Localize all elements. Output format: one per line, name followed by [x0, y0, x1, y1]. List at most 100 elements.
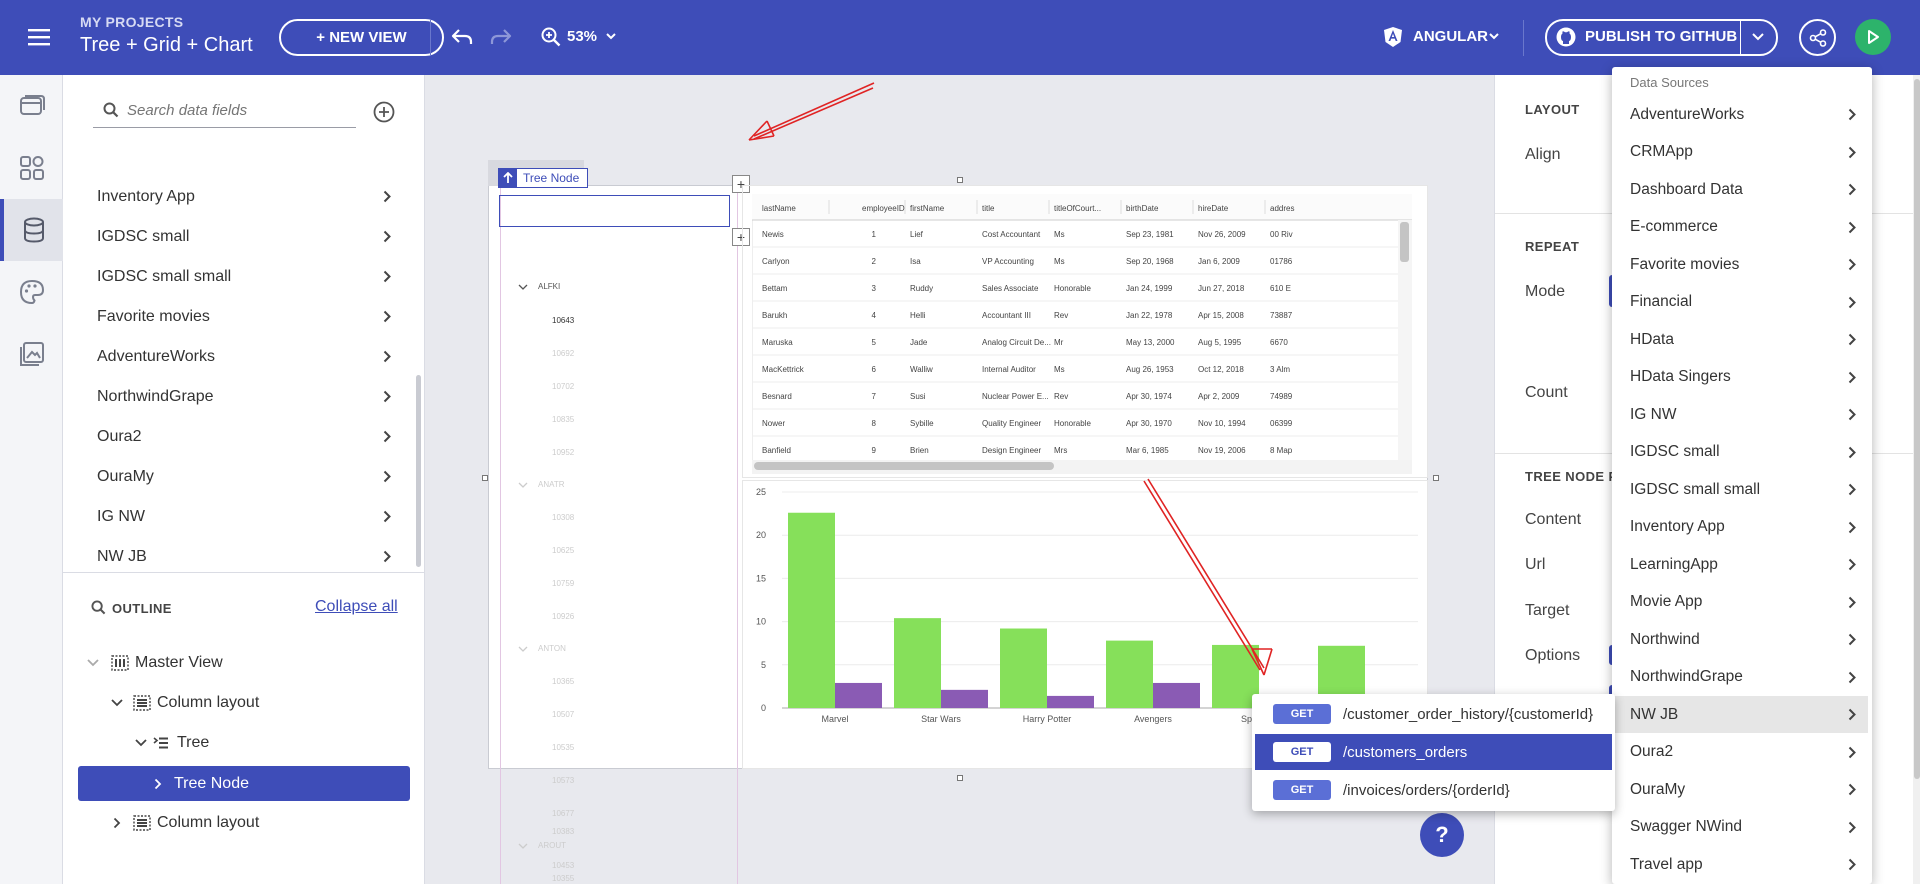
- collapse-all-link[interactable]: Collapse all: [315, 598, 398, 615]
- grid-horizontal-scrollbar[interactable]: [754, 462, 1054, 470]
- grid-cell[interactable]: Sep 20, 1968: [1126, 257, 1174, 266]
- grid-cell[interactable]: Honorable: [1054, 284, 1091, 293]
- tree-node-child[interactable]: 10355: [552, 874, 575, 883]
- grid-cell[interactable]: 5: [872, 338, 877, 347]
- grid-cell[interactable]: Cost Accountant: [982, 230, 1041, 239]
- tree-node-child[interactable]: 10835: [552, 415, 575, 424]
- grid-cell[interactable]: Ms: [1054, 365, 1065, 374]
- data-source-menu-item[interactable]: CRMApp: [1612, 134, 1868, 171]
- grid-cell[interactable]: Ruddy: [910, 284, 933, 293]
- share-button[interactable]: [1799, 19, 1836, 56]
- grid-cell[interactable]: Maruska: [762, 338, 793, 347]
- outline-item-tree[interactable]: Tree: [135, 725, 395, 761]
- grid-cell[interactable]: Brien: [910, 446, 929, 455]
- resize-handle[interactable]: [482, 475, 488, 481]
- data-source-menu-item[interactable]: Oura2: [1612, 734, 1868, 771]
- grid-column-header[interactable]: employeeID: [862, 204, 905, 213]
- tree-node-child[interactable]: 10308: [552, 513, 575, 522]
- grid-cell[interactable]: 1: [872, 230, 877, 239]
- grid-cell[interactable]: 6670: [1270, 338, 1288, 347]
- grid-cell[interactable]: Nov 26, 2009: [1198, 230, 1246, 239]
- hamburger-menu-icon[interactable]: [28, 28, 50, 46]
- grid-cell[interactable]: Jan 24, 1999: [1126, 284, 1173, 293]
- grid-cell[interactable]: Ms: [1054, 257, 1065, 266]
- grid-cell[interactable]: Honorable: [1054, 419, 1091, 428]
- search-data-fields-input[interactable]: [127, 97, 347, 123]
- data-source-menu-item[interactable]: Financial: [1612, 284, 1868, 321]
- tree-column[interactable]: [500, 185, 738, 884]
- data-source-menu-item[interactable]: Movie App: [1612, 584, 1868, 621]
- endpoint-item[interactable]: GET /customer_order_history/{customerId}: [1255, 696, 1612, 732]
- grid-cell[interactable]: Quality Engineer: [982, 419, 1041, 428]
- grid-cell[interactable]: Besnard: [762, 392, 792, 401]
- data-source-menu-item[interactable]: LearningApp: [1612, 546, 1868, 583]
- chart-bar[interactable]: [835, 682, 882, 708]
- rail-data-button[interactable]: [0, 199, 63, 261]
- data-source-item[interactable]: AdventureWorks: [97, 337, 397, 377]
- grid-cell[interactable]: 2: [872, 257, 877, 266]
- grid-column-header[interactable]: titleOfCourt...: [1054, 204, 1101, 213]
- publish-to-github-button[interactable]: PUBLISH TO GITHUB: [1585, 28, 1738, 45]
- tree-node-child[interactable]: 10453: [552, 861, 575, 870]
- resize-handle[interactable]: [957, 775, 963, 781]
- grid-cell[interactable]: 3 Alm: [1270, 365, 1290, 374]
- grid-cell[interactable]: Jan 22, 1978: [1126, 311, 1173, 320]
- data-source-menu-item[interactable]: NW JB: [1612, 696, 1868, 733]
- grid-cell[interactable]: Design Engineer: [982, 446, 1041, 455]
- grid-cell[interactable]: Jan 6, 2009: [1198, 257, 1240, 266]
- grid-cell[interactable]: 73887: [1270, 311, 1293, 320]
- grid-cell[interactable]: Internal Auditor: [982, 365, 1036, 374]
- add-above-icon[interactable]: +: [732, 175, 750, 193]
- data-source-menu-item[interactable]: IG NW: [1612, 396, 1868, 433]
- data-grid[interactable]: lastName employeeID firstName title titleOfC…: [752, 194, 1412, 474]
- tree-node-root[interactable]: ALFKI: [538, 282, 560, 291]
- grid-cell[interactable]: Isa: [910, 257, 921, 266]
- grid-cell[interactable]: Susi: [910, 392, 926, 401]
- grid-cell[interactable]: Apr 30, 1974: [1126, 392, 1172, 401]
- outline-search-icon[interactable]: [91, 600, 106, 615]
- grid-cell[interactable]: Ms: [1054, 230, 1065, 239]
- data-source-menu-item[interactable]: Dashboard Data: [1612, 171, 1868, 208]
- grid-cell[interactable]: Nov 19, 2006: [1198, 446, 1246, 455]
- tree-node-root[interactable]: ANATR: [538, 480, 565, 489]
- grid-cell[interactable]: Sep 23, 1981: [1126, 230, 1174, 239]
- zoom-level[interactable]: 53%: [567, 28, 598, 45]
- framework-selector[interactable]: ANGULAR: [1413, 28, 1488, 45]
- grid-cell[interactable]: Apr 30, 1970: [1126, 419, 1172, 428]
- data-source-menu-item[interactable]: Travel app: [1612, 846, 1868, 883]
- properties-scrollbar[interactable]: [1914, 79, 1920, 779]
- data-source-item[interactable]: NorthwindGrape: [97, 377, 397, 417]
- grid-cell[interactable]: Nower: [762, 419, 785, 428]
- endpoint-item[interactable]: GET /invoices/orders/{orderId}: [1255, 772, 1612, 808]
- framework-chevron-down-icon[interactable]: [1489, 33, 1499, 40]
- chart-bar[interactable]: [788, 512, 835, 708]
- grid-vertical-scrollbar[interactable]: [1400, 222, 1409, 262]
- grid-cell[interactable]: MacKettrick: [762, 365, 805, 374]
- data-source-menu-item[interactable]: HData Singers: [1612, 359, 1868, 396]
- grid-container[interactable]: [742, 185, 1428, 478]
- tree-node-child[interactable]: 10383: [552, 827, 575, 836]
- data-source-item[interactable]: Inventory App: [97, 177, 397, 217]
- grid-cell[interactable]: Accountant III: [982, 311, 1031, 320]
- help-button[interactable]: ?: [1420, 813, 1464, 857]
- chevron-right-icon[interactable]: [113, 817, 121, 829]
- tree-node-child[interactable]: 10507: [552, 710, 575, 719]
- rail-views-button[interactable]: [0, 75, 63, 137]
- chevron-down-icon[interactable]: [87, 659, 99, 667]
- tree-node-child[interactable]: 10535: [552, 743, 575, 752]
- endpoint-item[interactable]: GET /customers_orders: [1255, 734, 1612, 770]
- redo-icon[interactable]: [490, 28, 512, 46]
- select-parent-icon[interactable]: [499, 169, 517, 187]
- zoom-chevron-down-icon[interactable]: [606, 33, 616, 40]
- grid-cell[interactable]: Analog Circuit De...: [982, 338, 1051, 347]
- grid-cell[interactable]: Bettam: [762, 284, 788, 293]
- grid-cell[interactable]: 8 Map: [1270, 446, 1293, 455]
- grid-cell[interactable]: 6: [872, 365, 877, 374]
- data-source-menu-item[interactable]: NorthwindGrape: [1612, 659, 1868, 696]
- resize-handle[interactable]: [957, 177, 963, 183]
- grid-cell[interactable]: Rev: [1054, 311, 1068, 320]
- grid-column-header[interactable]: addres: [1270, 204, 1294, 213]
- outline-item-column-layout[interactable]: Column layout: [111, 685, 391, 721]
- grid-cell[interactable]: 4: [872, 311, 877, 320]
- tree-node-root[interactable]: AROUT: [538, 841, 566, 850]
